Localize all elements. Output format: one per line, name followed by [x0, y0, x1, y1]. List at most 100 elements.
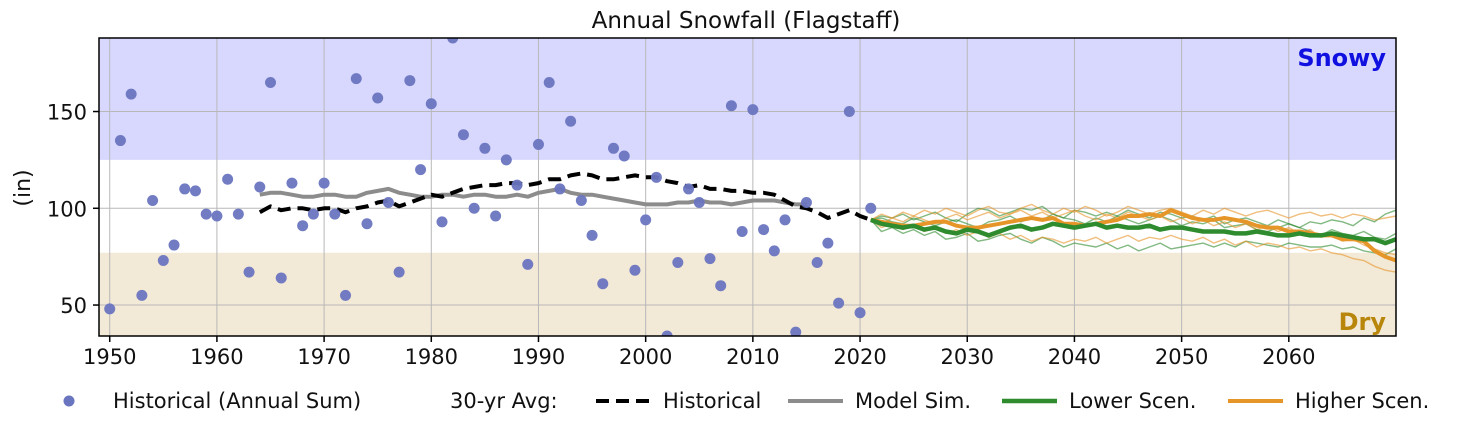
annual-snowfall-point — [532, 138, 544, 150]
y-tick-label: 100 — [47, 197, 87, 221]
annual-snowfall-point — [232, 208, 244, 220]
annual-snowfall-point — [200, 208, 212, 220]
annual-snowfall-point — [833, 297, 845, 309]
annual-snowfall-point — [490, 210, 502, 222]
plot-clipped-group — [104, 38, 1396, 336]
annual-snowfall-point — [104, 303, 116, 315]
annual-snowfall-point — [779, 214, 791, 226]
annual-snowfall-point — [672, 256, 684, 268]
annual-snowfall-point — [157, 255, 169, 267]
annual-snowfall-point — [586, 229, 598, 241]
ensemble-member-line — [870, 219, 1396, 256]
annual-snowfall-point — [436, 216, 448, 228]
annual-snowfall-point — [168, 239, 180, 251]
legend: Historical (Annual Sum) 30-yr Avg: Histori… — [63, 389, 1429, 413]
historical-avg-line — [258, 171, 872, 222]
y-axis-label: (in) — [11, 169, 36, 206]
x-tick-label: 2020 — [833, 345, 886, 369]
annual-snowfall-point — [275, 272, 287, 284]
annual-snowfall-point — [608, 142, 620, 154]
annual-snowfall-point — [222, 173, 234, 185]
x-tick-label: 2030 — [941, 345, 994, 369]
annual-snowfall-point — [393, 266, 405, 278]
legend-label-higher-scen: Higher Scen. — [1295, 389, 1429, 413]
annual-snowfall-point — [372, 92, 384, 104]
annual-snowfall-point — [457, 129, 469, 141]
x-tick-label: 2060 — [1262, 345, 1315, 369]
annual-snowfall-point — [425, 98, 437, 110]
model-sim-line — [259, 186, 807, 207]
annual-snowfall-point — [554, 183, 566, 195]
annual-snowfall-point — [822, 237, 834, 249]
band-snowy — [99, 38, 1396, 160]
x-tick-label: 2040 — [1048, 345, 1101, 369]
annual-snowfall-point — [318, 177, 330, 189]
annual-snowfall-point — [350, 73, 362, 85]
annual-snowfall-point — [758, 224, 770, 236]
lower-scen-line — [870, 217, 1396, 246]
annual-snowfall-point — [640, 214, 652, 226]
annual-snowfall-point — [693, 196, 705, 208]
annual-snowfall-point — [683, 183, 695, 195]
x-tick-label: 2010 — [726, 345, 779, 369]
x-tick-label: 1960 — [190, 345, 243, 369]
x-tick-label: 2050 — [1155, 345, 1208, 369]
annual-snowfall-point — [650, 171, 662, 183]
annual-snowfall-point — [114, 135, 126, 147]
annual-snowfall-point — [661, 330, 673, 336]
x-tick-label: 1990 — [512, 345, 565, 369]
plot-area: Snowy Dry 1950 1960 1970 1980 1990 2000 2010 2020… — [47, 37, 1397, 369]
annual-snowfall-point — [189, 185, 201, 197]
annual-snowfall-point — [565, 115, 577, 127]
legend-marker-historical-annual — [63, 395, 75, 407]
legend-label-lower-scen: Lower Scen. — [1069, 389, 1196, 413]
annual-snowfall-point — [704, 253, 716, 265]
band-dry — [99, 252, 1396, 336]
annual-snowfall-point — [811, 256, 823, 268]
annual-snowfall-point — [854, 307, 866, 319]
annual-snowfall-point — [340, 289, 352, 301]
annual-snowfall-point — [768, 245, 780, 257]
annual-snowfall-point — [286, 177, 298, 189]
annual-snowfall-point — [522, 258, 534, 270]
annual-snowfall-point — [361, 218, 373, 230]
annual-snowfall-point — [618, 150, 630, 162]
annual-snowfall-point — [307, 208, 319, 220]
legend-label-model-sim: Model Sim. — [855, 389, 971, 413]
band-label-snowy: Snowy — [1297, 44, 1386, 72]
x-tick-label: 1980 — [405, 345, 458, 369]
annual-snowfall-point — [147, 195, 159, 207]
annual-snowfall-point — [136, 289, 148, 301]
annual-snowfall-point — [468, 202, 480, 214]
chart-title: Annual Snowfall (Flagstaff) — [592, 8, 901, 34]
annual-snowfall-point — [865, 202, 877, 214]
x-tick-label: 1950 — [83, 345, 136, 369]
y-tick-label: 50 — [60, 294, 87, 318]
annual-snowfall-point — [629, 264, 641, 276]
annual-snowfall-point — [479, 142, 491, 154]
x-tick-label: 1970 — [297, 345, 350, 369]
annual-snowfall-point — [736, 226, 748, 238]
annual-snowfall-point — [715, 280, 727, 292]
annual-snowfall-point — [265, 77, 277, 89]
ensemble-member-line — [870, 203, 1396, 221]
annual-snowfall-point — [575, 195, 587, 207]
annual-snowfall-point — [297, 220, 309, 232]
annual-snowfall-point — [843, 106, 855, 118]
annual-snowfall-point — [800, 196, 812, 208]
legend-label-historical-annual: Historical (Annual Sum) — [113, 389, 361, 413]
band-label-dry: Dry — [1339, 308, 1387, 336]
annual-snowfall-point — [382, 196, 394, 208]
y-tick-label: 150 — [47, 101, 87, 125]
annual-snowfall-point — [500, 154, 512, 166]
annual-snowfall-point — [254, 181, 266, 193]
annual-snowfall-point — [447, 38, 459, 44]
annual-snowfall-point — [211, 210, 223, 222]
annual-snowfall-point — [511, 179, 523, 191]
annual-snowfall-point — [790, 326, 802, 336]
legend-label-30yr-avg: 30-yr Avg: — [450, 389, 558, 413]
annual-snowfall-point — [415, 164, 427, 176]
annual-snowfall-point — [243, 266, 255, 278]
annual-snowfall-point — [329, 208, 341, 220]
